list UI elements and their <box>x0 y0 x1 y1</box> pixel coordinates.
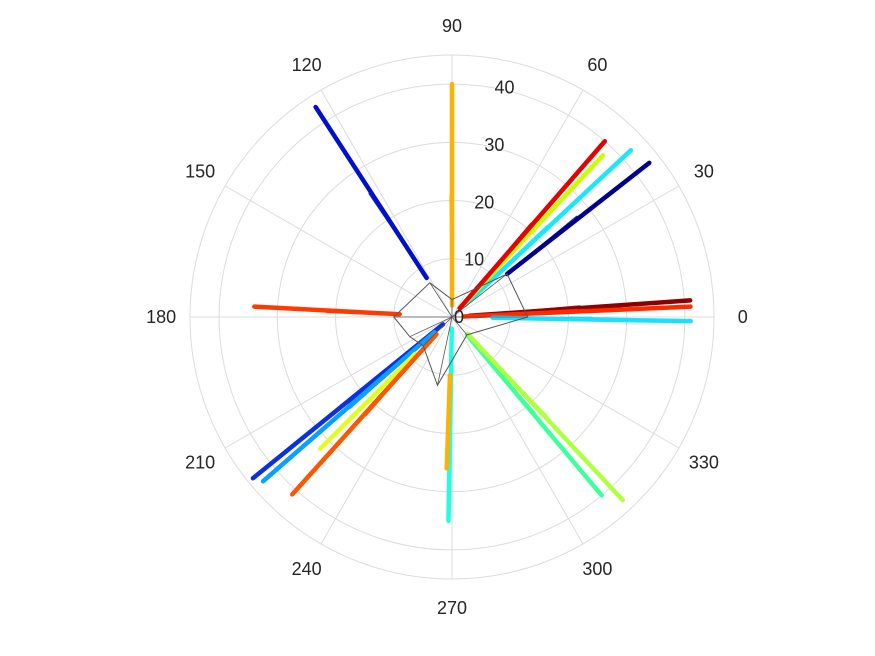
outline-polygon-group <box>393 273 529 387</box>
series-ray-scatter <box>368 192 428 279</box>
theta-tick-label: 30 <box>694 162 714 182</box>
r-tick-label: 30 <box>484 135 504 155</box>
r-tick-label: 0 <box>454 307 464 327</box>
series-ray-scatter <box>449 193 453 307</box>
r-tick-label: 20 <box>474 192 494 212</box>
theta-tick-label: 60 <box>587 55 607 75</box>
theta-tick-label: 90 <box>442 16 462 36</box>
theta-tick-label: 0 <box>738 307 748 327</box>
theta-tick-label: 210 <box>185 452 215 472</box>
theta-tick-label: 270 <box>437 598 467 618</box>
series-ray-scatter <box>458 222 532 310</box>
outline-spoke <box>422 316 453 347</box>
series-ray-scatter <box>325 311 401 316</box>
grid-spoke <box>451 316 680 449</box>
theta-tick-label: 150 <box>185 162 215 182</box>
series-ray-scatter <box>506 215 578 275</box>
outline-polygon <box>393 273 529 387</box>
theta-tick-label: 240 <box>292 559 322 579</box>
theta-tick-label: 180 <box>146 307 176 327</box>
theta-tick-label: 120 <box>292 55 322 75</box>
grid-spoke <box>451 185 680 318</box>
data-series-group <box>250 81 693 523</box>
grid-spoke <box>451 89 584 318</box>
outline-spoke <box>409 316 453 338</box>
r-tick-label: 10 <box>464 250 484 270</box>
series-ray-scatter <box>367 353 416 404</box>
grid-spoke <box>320 316 453 545</box>
outline-spoke <box>451 273 508 318</box>
tick-labels-group: 0 30 60 90 120 150 180 210 240 270 300 330 0 10 20 30 40 <box>146 16 748 618</box>
series-ray-scatter <box>364 333 438 417</box>
grid-spoke <box>224 185 453 318</box>
series-ray-scatter <box>466 333 548 417</box>
outline-spoke <box>437 316 453 386</box>
series-ray-scatter <box>349 331 436 410</box>
grid-spoke <box>320 89 453 318</box>
theta-tick-label: 330 <box>689 452 719 472</box>
grid-spoke <box>224 316 453 449</box>
outline-spoke <box>429 282 453 318</box>
theta-tick-label: 300 <box>582 559 612 579</box>
series-ray-scatter <box>462 308 578 318</box>
outline-spoke <box>451 316 468 336</box>
r-tick-label: 40 <box>494 78 514 98</box>
grid-spoke <box>451 316 584 545</box>
